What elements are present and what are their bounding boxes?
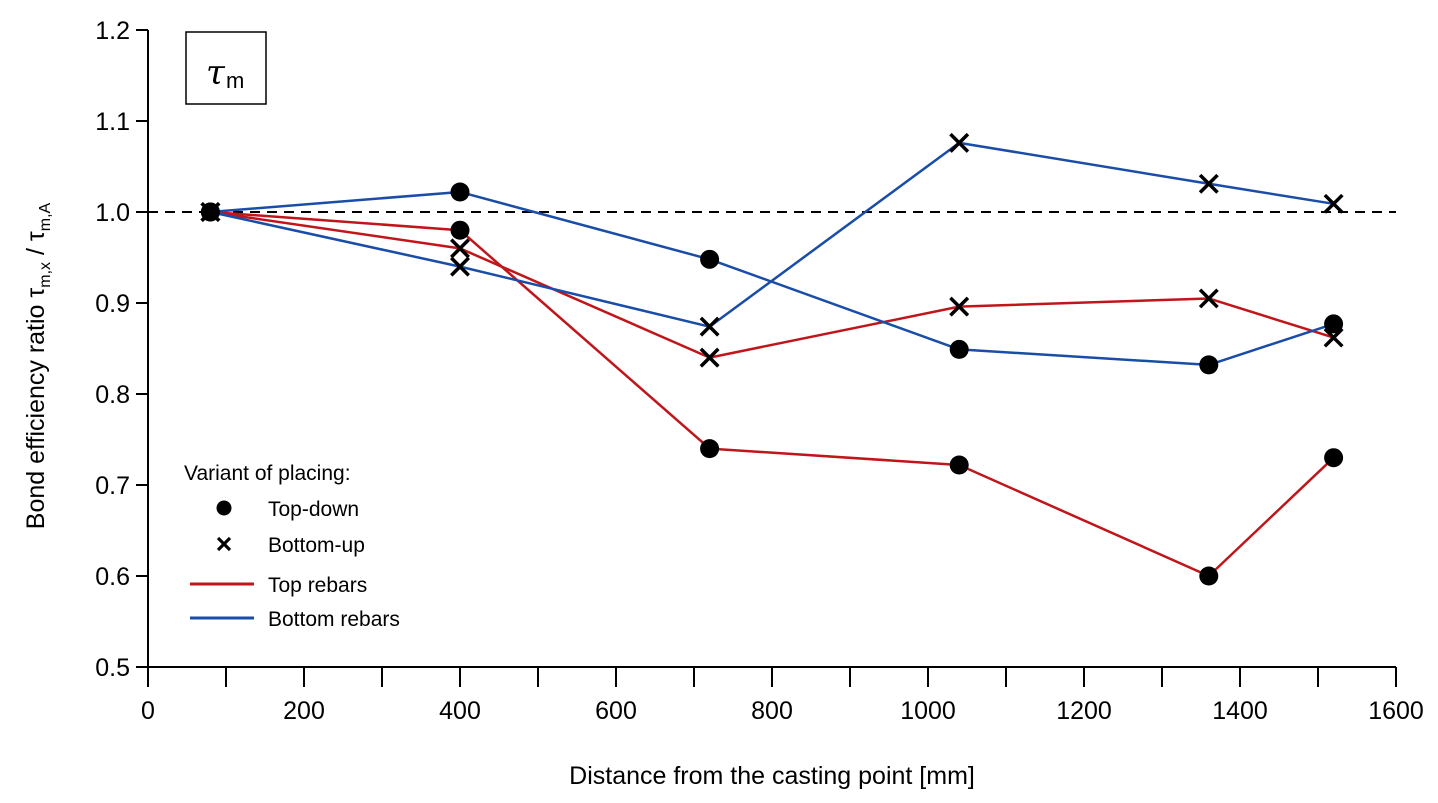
y-axis-title-sub1: m,x bbox=[37, 262, 54, 288]
y-tick-label: 0.8 bbox=[95, 381, 130, 409]
cross-stroke bbox=[450, 256, 470, 277]
data-point-cross bbox=[949, 132, 970, 153]
cross-stroke bbox=[1323, 327, 1344, 348]
y-axis-title: Bond efficiency ratio τm,x / τm,A bbox=[22, 202, 54, 529]
series-line bbox=[210, 210, 1334, 359]
cross-stroke bbox=[200, 202, 221, 222]
legend-item: Bottom rebars bbox=[190, 608, 400, 631]
legend-label: Top-down bbox=[268, 498, 359, 521]
legend-item: Top-down bbox=[216, 498, 359, 521]
data-point-cross bbox=[1198, 173, 1219, 194]
legend-marker-circle bbox=[216, 500, 232, 516]
data-point-circle bbox=[700, 439, 720, 459]
legend-label: Bottom rebars bbox=[268, 608, 400, 631]
legend-marker-cross bbox=[216, 536, 232, 552]
data-point-cross bbox=[699, 316, 720, 337]
x-axis-title: Distance from the casting point [mm] bbox=[569, 762, 975, 790]
data-point-circle bbox=[1199, 355, 1219, 375]
legend-item: Bottom-up bbox=[216, 534, 365, 557]
legend-title: Variant of placing: bbox=[184, 462, 351, 485]
data-point-circle bbox=[450, 182, 470, 202]
x-tick-label: 400 bbox=[439, 697, 481, 725]
series-line bbox=[210, 141, 1334, 328]
legend-label: Top rebars bbox=[268, 574, 367, 597]
cross-stroke bbox=[1198, 288, 1219, 309]
data-point-cross bbox=[450, 256, 470, 277]
cross-stroke bbox=[1323, 193, 1344, 214]
axes: 0.5 0.6 0.7 0.8 0.9 1.0 1.1 1.2 0 200 400 600 800 100… bbox=[95, 17, 1424, 725]
cross-stroke bbox=[699, 316, 720, 337]
y-tick-label: 0.7 bbox=[95, 472, 130, 500]
data-point-cross bbox=[450, 238, 470, 259]
cross-stroke bbox=[949, 132, 970, 153]
y-tick-label: 0.9 bbox=[95, 290, 130, 318]
y-tick-label: 1.0 bbox=[95, 199, 130, 227]
data-point-circle bbox=[1199, 566, 1219, 586]
data-point-cross bbox=[1323, 327, 1344, 348]
series-line bbox=[210, 190, 1334, 367]
x-tick-label: 1200 bbox=[1056, 697, 1112, 725]
data-point-circle bbox=[949, 455, 969, 475]
x-tick-label: 1600 bbox=[1368, 697, 1424, 725]
legend-item: Top rebars bbox=[190, 574, 367, 597]
data-point-circle bbox=[450, 220, 470, 240]
inset-subscript: m bbox=[226, 68, 244, 93]
data-point-cross bbox=[1323, 193, 1344, 214]
x-tick-label: 200 bbox=[283, 697, 325, 725]
data-point-cross bbox=[1198, 288, 1219, 309]
x-tick-label: 1400 bbox=[1212, 697, 1268, 725]
legend-label: Bottom-up bbox=[268, 534, 365, 557]
cross-stroke bbox=[450, 238, 470, 259]
data-point-circle bbox=[1324, 448, 1344, 468]
series-line bbox=[210, 210, 1335, 578]
marker-layer bbox=[200, 132, 1344, 586]
data-point-circle bbox=[949, 339, 969, 359]
data-point-cross bbox=[200, 202, 221, 222]
data-point-circle bbox=[1324, 314, 1344, 334]
y-axis-title-main: Bond efficiency ratio τ bbox=[22, 288, 50, 530]
x-tick-label: 600 bbox=[595, 697, 637, 725]
legend: Variant of placing: Top-down Bottom-up Top … bbox=[184, 462, 400, 631]
y-tick-label: 0.5 bbox=[95, 654, 130, 682]
y-axis-title-mid: / τ bbox=[22, 231, 50, 262]
y-axis-title-sub2: m,A bbox=[37, 202, 54, 231]
cross-stroke bbox=[699, 347, 720, 368]
y-tick-label: 1.2 bbox=[95, 17, 130, 45]
x-tick-label: 0 bbox=[141, 697, 155, 725]
data-point-cross bbox=[949, 296, 970, 317]
x-tick-label: 1000 bbox=[900, 697, 956, 725]
x-tick-label: 800 bbox=[751, 697, 793, 725]
series-layer bbox=[210, 141, 1335, 578]
y-tick-label: 0.6 bbox=[95, 563, 130, 591]
data-point-circle bbox=[700, 249, 720, 269]
inset-box bbox=[185, 31, 267, 105]
cross-stroke bbox=[1198, 173, 1219, 194]
inset-symbol: τ bbox=[206, 53, 226, 93]
y-tick-label: 1.1 bbox=[95, 108, 130, 136]
data-point-cross bbox=[699, 347, 720, 368]
cross-stroke bbox=[949, 296, 970, 317]
